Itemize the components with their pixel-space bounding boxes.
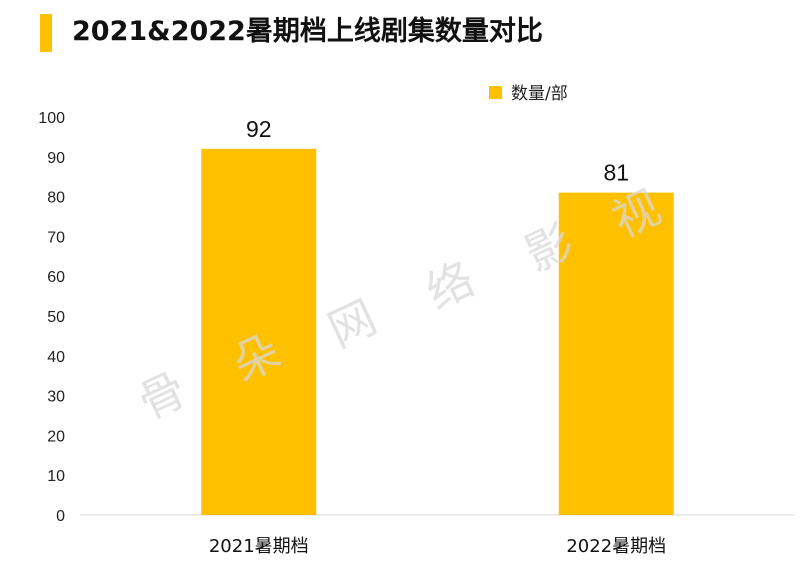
legend-label: 数量/部 [511, 84, 568, 104]
y-tick-label: 30 [47, 389, 65, 406]
y-tick-label: 60 [47, 269, 65, 286]
y-tick-label: 90 [47, 150, 65, 167]
y-tick-label: 100 [38, 110, 65, 127]
bar [558, 192, 674, 515]
data-label: 92 [246, 116, 272, 142]
y-tick-label: 50 [47, 309, 65, 326]
y-tick-label: 20 [47, 428, 65, 445]
y-tick-label: 0 [56, 508, 65, 525]
title-accent-bar [40, 14, 52, 52]
y-tick-label: 80 [47, 190, 65, 207]
y-tick-label: 70 [47, 229, 65, 246]
data-label: 81 [603, 160, 629, 186]
chart-title: 2021&2022暑期档上线剧集数量对比 [72, 16, 543, 47]
y-tick-label: 10 [47, 468, 65, 485]
x-tick-label: 2022暑期档 [566, 536, 666, 557]
bar [201, 148, 317, 515]
y-tick-label: 40 [47, 349, 65, 366]
x-tick-label: 2021暑期档 [209, 536, 309, 557]
legend-swatch [489, 86, 502, 99]
